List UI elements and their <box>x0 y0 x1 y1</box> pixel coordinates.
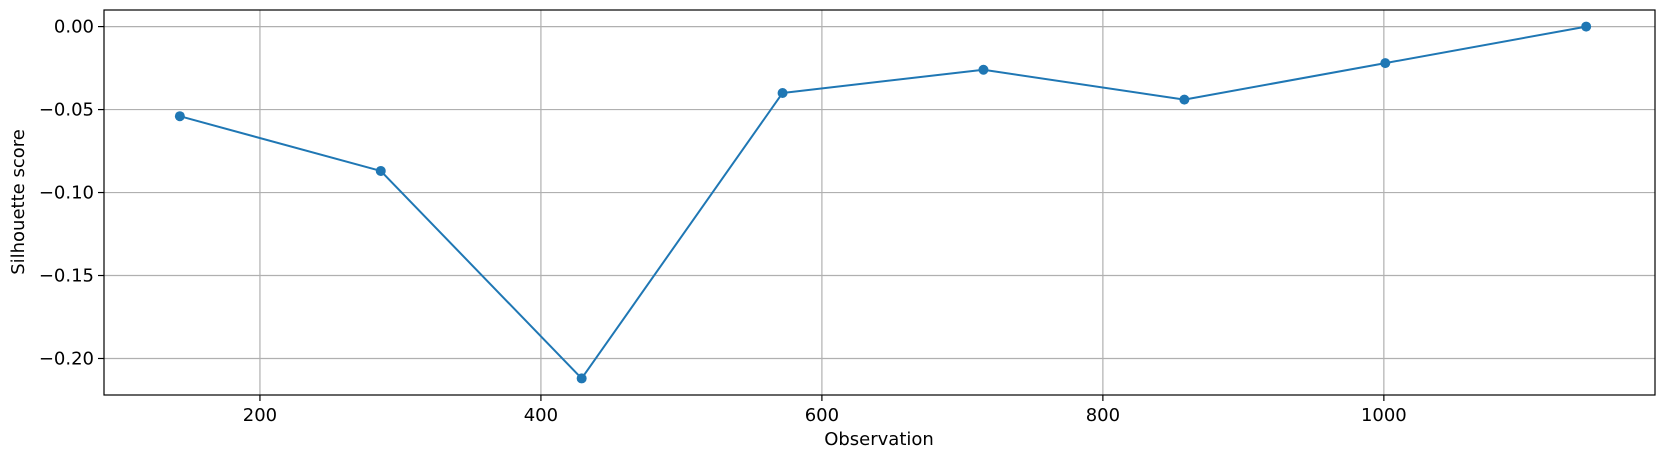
data-point <box>1581 21 1592 32</box>
axis-ticks: 200 400 600 800 1000 0.00 −0.05 −0.10 −0.15 −0.20 <box>39 17 1407 426</box>
plot-frame <box>103 9 1656 396</box>
y-tick-label: −0.15 <box>39 266 94 287</box>
data-point <box>1380 58 1391 69</box>
y-tick-label: −0.10 <box>39 183 94 204</box>
y-tick-label: 0.00 <box>54 17 94 38</box>
y-tick-label: −0.20 <box>39 348 94 369</box>
x-tick-label: 600 <box>805 405 839 426</box>
x-axis-label: Observation <box>824 429 934 450</box>
x-tick-label: 200 <box>243 405 277 426</box>
x-tick-label: 1000 <box>1361 405 1407 426</box>
data-point <box>777 87 788 98</box>
x-tick-label: 800 <box>1086 405 1120 426</box>
grid <box>104 10 1655 395</box>
x-tick-label: 400 <box>524 405 558 426</box>
y-axis-label: Silhouette score <box>8 129 29 275</box>
data-point <box>174 111 185 122</box>
data-point <box>1179 94 1190 105</box>
data-point <box>576 373 587 384</box>
data-point <box>978 64 989 75</box>
series-layer <box>174 21 1592 384</box>
series-line <box>179 25 1587 380</box>
data-point <box>375 165 386 176</box>
y-tick-label: −0.05 <box>39 100 94 121</box>
